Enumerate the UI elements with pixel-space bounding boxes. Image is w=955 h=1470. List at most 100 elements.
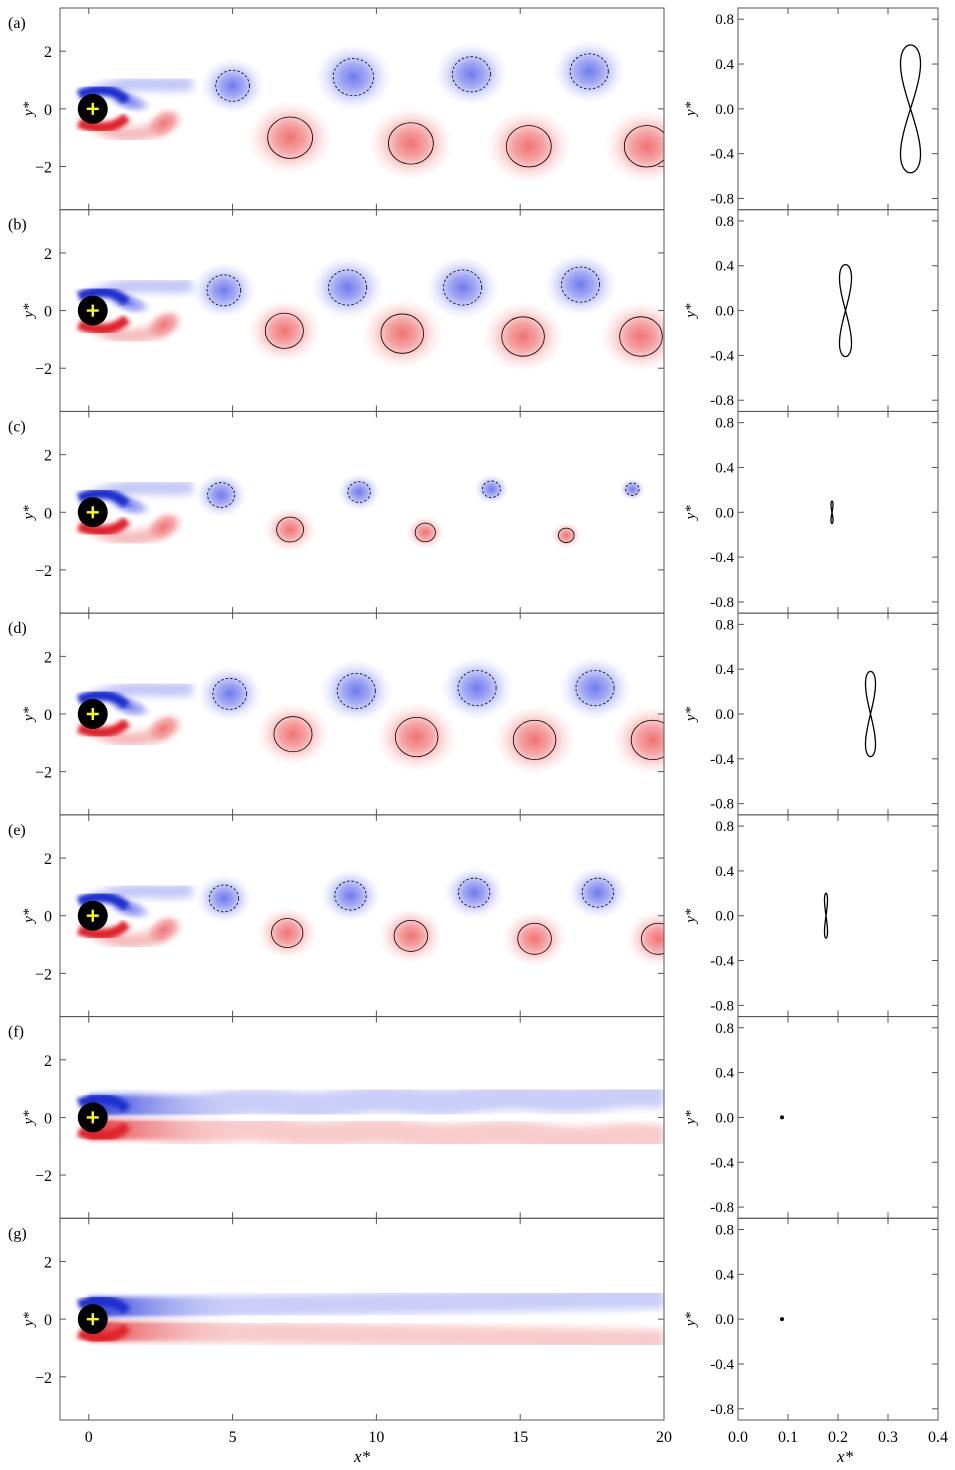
trajectory-y-tick-label: -0.8 <box>710 797 734 813</box>
trajectory-y-tick-label: -0.4 <box>710 550 734 566</box>
negative-vortex <box>623 481 641 497</box>
vorticity-x-axis-label: x* <box>353 1447 371 1466</box>
negative-vortex-contour <box>215 69 250 102</box>
boundary-layer-negative <box>76 85 131 105</box>
trajectory-y-tick-label: 0.0 <box>715 1312 734 1328</box>
positive-vortex-contour <box>271 918 304 948</box>
positive-vortex <box>625 715 664 765</box>
positive-vortex <box>636 919 664 959</box>
trajectory-curve <box>838 263 853 358</box>
boundary-layer-positive <box>76 718 131 738</box>
boundary-layer-positive <box>76 1323 131 1343</box>
boundary-layer-negative <box>76 1093 131 1114</box>
panel-label: (f) <box>8 1024 24 1041</box>
positive-vortex-contour <box>641 922 664 955</box>
trajectory-frame <box>737 1016 939 1219</box>
trajectory-frame <box>737 7 939 211</box>
trajectory-frame <box>737 1217 939 1421</box>
trajectory-y-tick-label: -0.8 <box>710 595 734 611</box>
trajectory-y-tick-label: -0.8 <box>710 192 734 208</box>
trajectory-frame <box>737 209 939 412</box>
negative-vortex <box>438 265 488 310</box>
center-marker-icon <box>86 1111 99 1124</box>
vorticity-y-tick-label: 0 <box>44 505 52 522</box>
trajectory-y-tick-label: 0.4 <box>715 259 734 275</box>
center-marker-icon <box>86 304 99 317</box>
positive-vortex-contour <box>388 122 434 165</box>
negative-vortex <box>203 479 239 511</box>
positive-vortex-contour <box>394 716 439 758</box>
positive-vortex <box>513 919 557 959</box>
panels-layer: (a)20−2y*0.80.40.0-0.4-0.8y*(b)20−2y*0.8… <box>8 7 948 1446</box>
boundary-layer-negative <box>76 690 131 710</box>
negative-vortex <box>577 874 618 911</box>
positive-vortex <box>382 117 440 170</box>
trajectory-y-tick-label: 0.4 <box>715 1066 734 1082</box>
panel-label: (d) <box>8 620 27 637</box>
vorticity-y-tick-label: 0 <box>44 707 52 724</box>
positive-vortex-contour <box>414 522 436 543</box>
trajectory-frame <box>737 612 939 816</box>
vorticity-y-tick-label: −2 <box>35 1168 52 1185</box>
trajectory-y-tick-label: -0.8 <box>710 1200 734 1216</box>
positive-vortex <box>259 308 309 353</box>
trajectory-y-tick-label: 0.4 <box>715 460 734 476</box>
vorticity-y-axis-label: y* <box>21 1312 37 1329</box>
vorticity-y-axis-label: y* <box>21 303 37 320</box>
vorticity-y-tick-label: −2 <box>35 159 52 176</box>
positive-vortex-contour <box>623 125 664 168</box>
negative-vortex <box>211 66 255 106</box>
negative-vortex-contour <box>207 482 235 508</box>
positive-vortex-contour <box>619 316 663 357</box>
center-marker-icon <box>86 708 99 720</box>
trajectory-y-tick-label: 0.8 <box>715 214 734 230</box>
vorticity-y-tick-label: 2 <box>44 649 52 666</box>
negative-vortex-contour <box>212 677 247 710</box>
trajectory-y-tick-label: 0.8 <box>715 1021 734 1037</box>
boundary-layer-positive <box>76 314 131 335</box>
trajectory-x-tick-label: 0.0 <box>728 1429 748 1446</box>
vorticity-y-tick-label: 0 <box>44 909 52 926</box>
trajectory-y-tick-label: 0.0 <box>715 304 734 320</box>
vorticity-y-axis-label: y* <box>21 505 37 522</box>
trajectory-x-tick-label: 0.4 <box>928 1429 948 1446</box>
positive-vortex <box>272 514 308 546</box>
positive-vortex-contour <box>512 719 557 761</box>
positive-vortex <box>267 914 308 952</box>
positive-vortex-contour <box>630 719 664 761</box>
positive-vortex <box>495 311 551 362</box>
positive-vortex-contour <box>505 125 552 168</box>
positive-vortex <box>500 120 558 173</box>
vorticity-y-tick-label: 0 <box>44 102 52 119</box>
near-wake-positive-lobe <box>144 711 184 746</box>
negative-vortex <box>208 674 252 714</box>
vorticity-y-axis-label: y* <box>21 1110 37 1127</box>
trajectory-x-axis-label: x* <box>836 1447 854 1466</box>
negative-vortex-contour <box>457 670 497 707</box>
trajectory-y-tick-label: -0.4 <box>710 147 734 163</box>
boundary-layer-negative <box>76 1295 131 1315</box>
panel-label: (e) <box>8 822 26 839</box>
near-wake-positive-lobe <box>144 307 184 343</box>
center-marker-icon <box>86 1313 99 1326</box>
vorticity-x-tick-label: 0 <box>85 1429 93 1446</box>
positive-vortex-contour <box>557 527 575 543</box>
vorticity-frame <box>59 1217 665 1421</box>
negative-vortex <box>570 666 620 711</box>
vorticity-y-tick-label: −2 <box>35 966 52 983</box>
positive-vortex <box>412 520 439 545</box>
negative-vortex-contour <box>575 670 615 707</box>
trajectory-y-tick-label: 0.8 <box>715 1222 734 1238</box>
trajectory-frame <box>737 410 939 614</box>
trajectory-y-axis-label: y* <box>683 1110 699 1127</box>
vorticity-y-tick-label: −2 <box>35 563 52 580</box>
vorticity-y-tick-label: 2 <box>44 1053 52 1070</box>
trajectory-y-tick-label: 0.4 <box>715 57 734 73</box>
negative-vortex <box>331 668 381 713</box>
boundary-layer-positive <box>76 919 131 940</box>
positive-vortex <box>613 311 664 362</box>
negative-vortex-contour <box>206 274 242 307</box>
center-marker-icon <box>86 506 99 519</box>
positive-vortex <box>389 712 444 762</box>
negative-vortex-contour <box>332 58 374 97</box>
